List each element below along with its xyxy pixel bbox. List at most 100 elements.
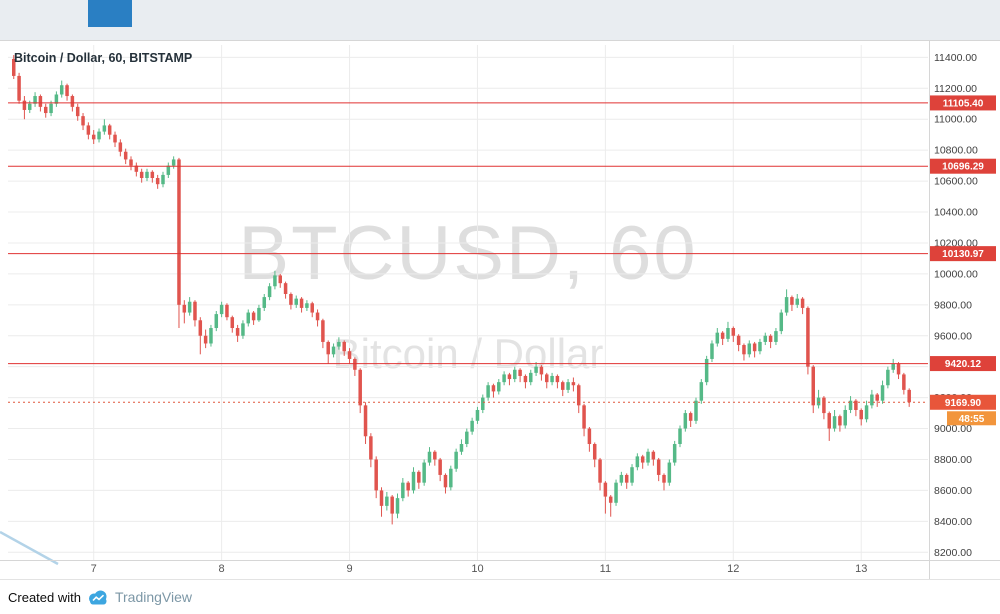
candle-up (566, 382, 570, 390)
candle-down (507, 374, 512, 380)
candle-down (662, 474, 666, 483)
candle-up (102, 125, 107, 132)
candle-down (230, 317, 235, 329)
price-tick-label: 10800.00 (934, 145, 978, 157)
candle-up (502, 374, 506, 383)
candle-up (427, 451, 432, 463)
chart-plot-area[interactable]: 11400.00 11200.00 11000.00 10800.00 10600.00… (0, 40, 1000, 580)
price-level-label: 10130.97 (942, 249, 984, 260)
candle-down (86, 125, 91, 135)
top-bar-partial-button[interactable] (88, 0, 132, 27)
candle-up (481, 397, 485, 410)
bar-countdown-box (947, 411, 996, 426)
candle-up (886, 369, 890, 386)
candle-up (635, 456, 640, 468)
candle-up (646, 451, 650, 463)
candle-down (902, 374, 906, 390)
trend-line[interactable] (0, 530, 59, 566)
price-level-label: 9420.12 (945, 359, 982, 370)
candle-down (38, 96, 43, 107)
price-tick-label: 11200.00 (934, 83, 977, 95)
candle-up (294, 298, 298, 305)
candle-up (246, 312, 251, 324)
candle-down (177, 159, 181, 305)
candle-up (59, 85, 64, 95)
candle-down (193, 301, 197, 321)
candle-down (225, 304, 229, 318)
candle-down (854, 400, 858, 410)
candle-down (417, 471, 421, 483)
price-level-label-box (930, 246, 996, 262)
price-tick-label: 9000.00 (934, 423, 972, 435)
created-with-text: Created with (8, 589, 81, 605)
candle-down (22, 100, 27, 110)
price-level-label: 10696.29 (942, 162, 984, 173)
candle-down (283, 283, 288, 294)
candle-down (800, 298, 805, 308)
candle-down (603, 482, 608, 497)
candle-up (331, 346, 336, 355)
candle-down (571, 382, 576, 386)
candle-up (422, 462, 426, 483)
candle-up (257, 307, 261, 321)
candle-down (545, 374, 549, 383)
candle-up (486, 385, 490, 398)
candle-up (459, 444, 464, 452)
candle-down (811, 366, 815, 406)
candle-down (65, 85, 69, 97)
candle-down (17, 75, 21, 101)
candle-down (688, 413, 693, 421)
candle-up (267, 286, 272, 298)
price-level-label: 11105.40 (943, 98, 984, 109)
bar-countdown-label: 48:55 (959, 414, 985, 425)
candle-down (353, 358, 357, 370)
tradingview-logo-icon[interactable] (87, 590, 109, 605)
price-tick-label: 10400.00 (934, 207, 978, 219)
candle-down (592, 444, 597, 460)
candle-up (33, 96, 37, 104)
candle-down (433, 451, 437, 460)
candle-down (822, 397, 826, 414)
time-tick-label: 7 (91, 563, 97, 575)
price-level-label-box (930, 158, 996, 174)
candle-down (768, 335, 773, 342)
last-price-label-box (930, 394, 996, 410)
candle-down (731, 328, 736, 336)
price-axis-scale[interactable] (929, 40, 1000, 560)
candle-down (720, 332, 725, 339)
candle-down (608, 496, 613, 503)
candle-down (406, 482, 410, 491)
candle-up (166, 165, 171, 175)
time-tick-label: 10 (471, 563, 483, 575)
candle-up (704, 358, 709, 383)
candle-down (251, 312, 256, 321)
candle-down (640, 456, 645, 463)
candle-down (363, 405, 368, 437)
candle-up (97, 131, 101, 140)
candle-up (171, 159, 176, 166)
candle-down (438, 459, 442, 475)
candle-down (624, 474, 629, 483)
candle-down (555, 375, 560, 383)
candle-down (518, 369, 522, 376)
candle-up (401, 482, 405, 499)
candle-down (907, 389, 911, 403)
tradingview-brand-link[interactable]: TradingView (114, 589, 193, 605)
candle-up (454, 451, 458, 469)
candle-up (187, 301, 192, 313)
candle-up (54, 94, 59, 104)
candle-up (411, 471, 416, 491)
candle-up (747, 343, 752, 355)
candle-down (859, 409, 863, 420)
candle-down (358, 369, 362, 406)
candle-up (27, 103, 32, 110)
candle-down (123, 151, 128, 160)
candle-up (880, 385, 885, 401)
candle-down (347, 351, 352, 359)
candle-up (550, 375, 554, 383)
candle-down (838, 416, 842, 426)
candle-down (752, 343, 757, 352)
time-axis-scale[interactable] (0, 561, 928, 580)
time-tick-label: 8 (219, 563, 225, 575)
chart-legend[interactable]: Bitcoin / Dollar, 60, BITSTAMP (14, 51, 193, 65)
